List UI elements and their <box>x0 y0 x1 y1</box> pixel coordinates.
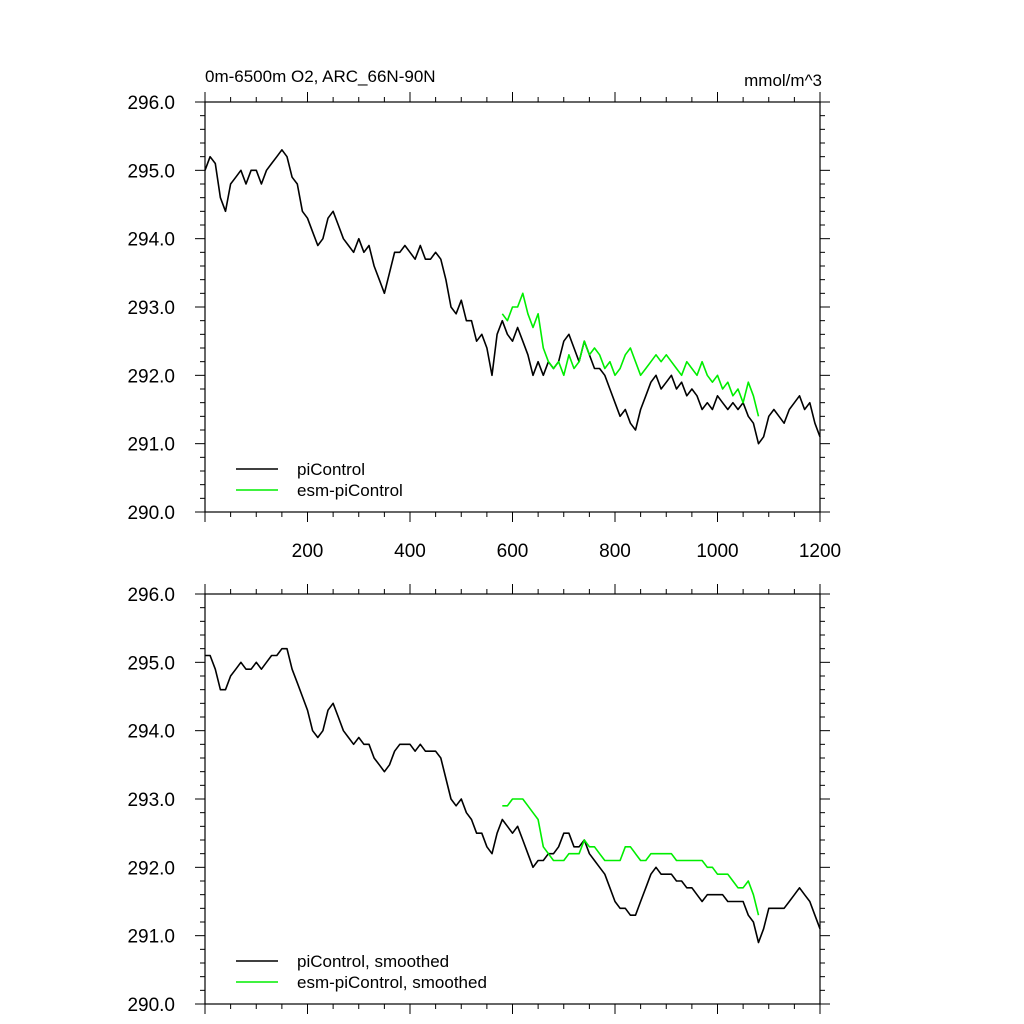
y-tick-label: 295.0 <box>127 161 175 182</box>
y-tick-label: 292.0 <box>127 366 175 387</box>
bottom-panel: 290.0 291.0 292.0 293.0 294.0 295.0 296.0 piCo… <box>127 584 830 1016</box>
legend-label-esm-picontrol-smoothed: esm-piControl, smoothed <box>297 973 487 992</box>
bottom-panel-frame <box>204 593 821 1005</box>
y-tick-label: 296.0 <box>127 93 175 114</box>
y-tick-label: 296.0 <box>127 585 175 606</box>
top-panel-ticks: 290.0 291.0 292.0 293.0 294.0 295.0 296.0 200 40… <box>127 92 841 562</box>
x-tick-label: 400 <box>394 541 426 562</box>
y-tick-label: 294.0 <box>127 722 175 743</box>
y-tick-label: 291.0 <box>127 435 175 456</box>
y-tick-label: 293.0 <box>127 790 175 811</box>
y-tick-label: 295.0 <box>127 653 175 674</box>
x-tick-label: 200 <box>292 541 324 562</box>
y-tick-label: 293.0 <box>127 298 175 319</box>
legend-label-esm-picontrol: esm-piControl <box>297 481 403 500</box>
bottom-panel-series <box>205 647 821 944</box>
x-tick-label: 1000 <box>696 541 738 562</box>
legend-label-picontrol-smoothed: piControl, smoothed <box>297 952 449 971</box>
x-tick-label: 1200 <box>799 541 841 562</box>
y-tick-label: 294.0 <box>127 230 175 251</box>
series-line-esm-picontrol-smoothed <box>502 798 760 916</box>
y-tick-label: 290.0 <box>127 503 175 524</box>
top-panel-frame <box>204 101 821 513</box>
top-panel: 0m-6500m O2, ARC_66N-90N mmol/m^3 290.02… <box>127 67 841 562</box>
x-tick-label: 800 <box>599 541 631 562</box>
y-tick-label: 290.0 <box>127 995 175 1016</box>
x-tick-label: 600 <box>497 541 529 562</box>
top-panel-title: 0m-6500m O2, ARC_66N-90N <box>205 67 436 86</box>
bottom-panel-legend: piControl, smoothed esm-piControl, smoot… <box>236 952 487 992</box>
top-panel-units: mmol/m^3 <box>744 71 822 90</box>
bottom-panel-ticks: 290.0 291.0 292.0 293.0 294.0 295.0 296.0 <box>127 584 830 1016</box>
series-line-picontrol <box>204 149 821 445</box>
series-line-esm-picontrol <box>501 292 760 417</box>
y-tick-label: 291.0 <box>127 927 175 948</box>
y-tick-label: 292.0 <box>127 858 175 879</box>
legend-label-picontrol: piControl <box>297 460 365 479</box>
series-line-picontrol-smoothed <box>205 647 821 944</box>
top-panel-series <box>204 149 821 445</box>
top-panel-legend: piControl esm-piControl <box>236 460 403 500</box>
